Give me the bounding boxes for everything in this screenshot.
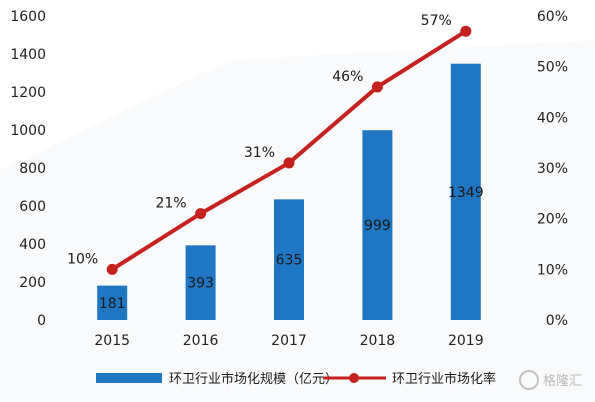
x-tick-label: 2018: [360, 333, 396, 349]
bar: [185, 245, 216, 320]
bar-value-label: 1349: [448, 185, 484, 201]
bar: [362, 130, 393, 320]
bar: [97, 285, 128, 320]
line-value-label: 10%: [67, 251, 98, 267]
left-tick-label: 1400: [10, 47, 46, 63]
left-tick-label: 1600: [10, 9, 46, 25]
legend-line-marker: [349, 373, 359, 383]
line-labels: 10% 21% 31% 46% 57%: [67, 13, 452, 267]
left-tick-label: 1000: [10, 123, 46, 139]
x-axis: 2015 2016 2017 2018 2019: [94, 333, 483, 349]
right-tick-label: 60%: [537, 9, 568, 25]
line-value-label: 46%: [332, 69, 363, 85]
line-value-label: 21%: [155, 196, 186, 212]
right-tick-label: 40%: [537, 110, 568, 126]
line-value-label: 57%: [421, 13, 452, 29]
line-series: [106, 25, 472, 275]
bar-value-label: 181: [99, 296, 126, 312]
left-tick-label: 800: [19, 161, 46, 177]
x-tick-label: 2017: [271, 333, 307, 349]
bar: [450, 63, 481, 320]
bar-series: [97, 63, 481, 320]
left-tick-label: 600: [19, 199, 46, 215]
left-tick-label: 400: [19, 237, 46, 253]
bar-labels: 181 393 635 999 1349: [99, 185, 484, 312]
left-tick-label: 0: [37, 313, 46, 329]
right-axis: 0% 10% 20% 30% 40% 50% 60%: [537, 9, 568, 329]
right-tick-label: 50%: [537, 60, 568, 76]
line-point: [460, 25, 472, 37]
legend-bar-label: 环卫行业市场化规模（亿元）: [169, 371, 338, 387]
line-point: [371, 81, 383, 93]
line-point: [283, 157, 295, 169]
left-tick-label: 1200: [10, 85, 46, 101]
line-value-label: 31%: [244, 145, 275, 161]
bar-value-label: 999: [364, 218, 391, 234]
watermark-text: 格隆汇: [543, 373, 582, 389]
right-tick-label: 20%: [537, 212, 568, 228]
legend: 环卫行业市场化规模（亿元） 环卫行业市场化率: [96, 371, 496, 387]
bar-value-label: 393: [187, 276, 214, 292]
x-tick-label: 2015: [94, 333, 130, 349]
right-tick-label: 30%: [537, 161, 568, 177]
line-point: [195, 208, 207, 220]
bar-value-label: 635: [276, 253, 303, 269]
right-tick-label: 0%: [546, 313, 568, 329]
x-tick-label: 2016: [183, 333, 219, 349]
legend-bar-swatch: [96, 373, 162, 383]
line-point: [106, 263, 118, 275]
left-tick-label: 200: [19, 275, 46, 291]
watermark: 格隆汇: [519, 370, 582, 390]
legend-line-label: 环卫行业市场化率: [392, 371, 496, 387]
bar: [274, 199, 304, 320]
left-axis: 0 200 400 600 800 1000 1200 1400 1600: [10, 9, 46, 329]
right-tick-label: 10%: [537, 262, 568, 278]
watermark-logo-icon: [519, 370, 539, 390]
x-tick-label: 2019: [448, 333, 484, 349]
